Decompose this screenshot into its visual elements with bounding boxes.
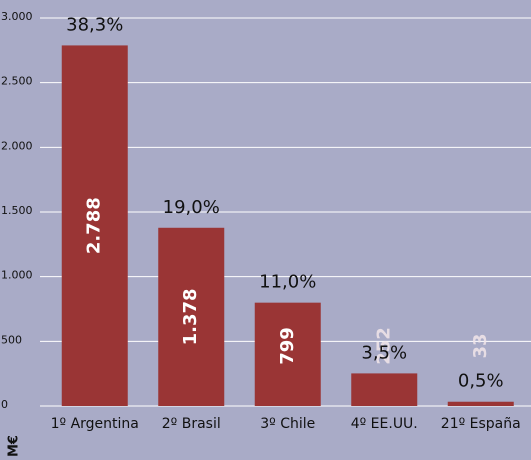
bar — [158, 227, 225, 406]
x-tick-label: 1º Argentina — [51, 416, 139, 432]
y-tick-label: 1.500 — [1, 204, 33, 217]
value-label: 1.378 — [180, 288, 201, 345]
value-label: 252 — [373, 327, 394, 365]
y-axis-label: M€ — [7, 435, 22, 457]
y-tick-label: 1.000 — [1, 269, 33, 282]
x-tick-label: 2º Brasil — [162, 416, 221, 432]
y-tick-label: 500 — [1, 333, 22, 346]
bar — [254, 302, 321, 406]
x-tick-label: 4º EE.UU. — [351, 416, 418, 432]
y-tick-label: 0 — [1, 398, 8, 411]
x-tick-label: 3º Chile — [260, 416, 315, 432]
share-label: 0,5% — [458, 371, 504, 392]
bar — [61, 45, 128, 406]
value-label: 799 — [277, 327, 298, 365]
bar — [351, 373, 418, 406]
share-label: 11,0% — [259, 272, 316, 293]
x-tick-label: 21º España — [441, 416, 521, 432]
y-tick-label: 2.500 — [1, 75, 33, 88]
y-tick-label: 3.000 — [1, 10, 33, 23]
share-label: 3,5% — [361, 342, 407, 363]
value-label: 2.788 — [84, 197, 105, 254]
value-label: 33 — [470, 333, 491, 358]
share-label: 38,3% — [66, 14, 123, 35]
y-tick-label: 2.000 — [1, 139, 33, 152]
share-label: 19,0% — [163, 197, 220, 218]
bar — [447, 401, 514, 406]
